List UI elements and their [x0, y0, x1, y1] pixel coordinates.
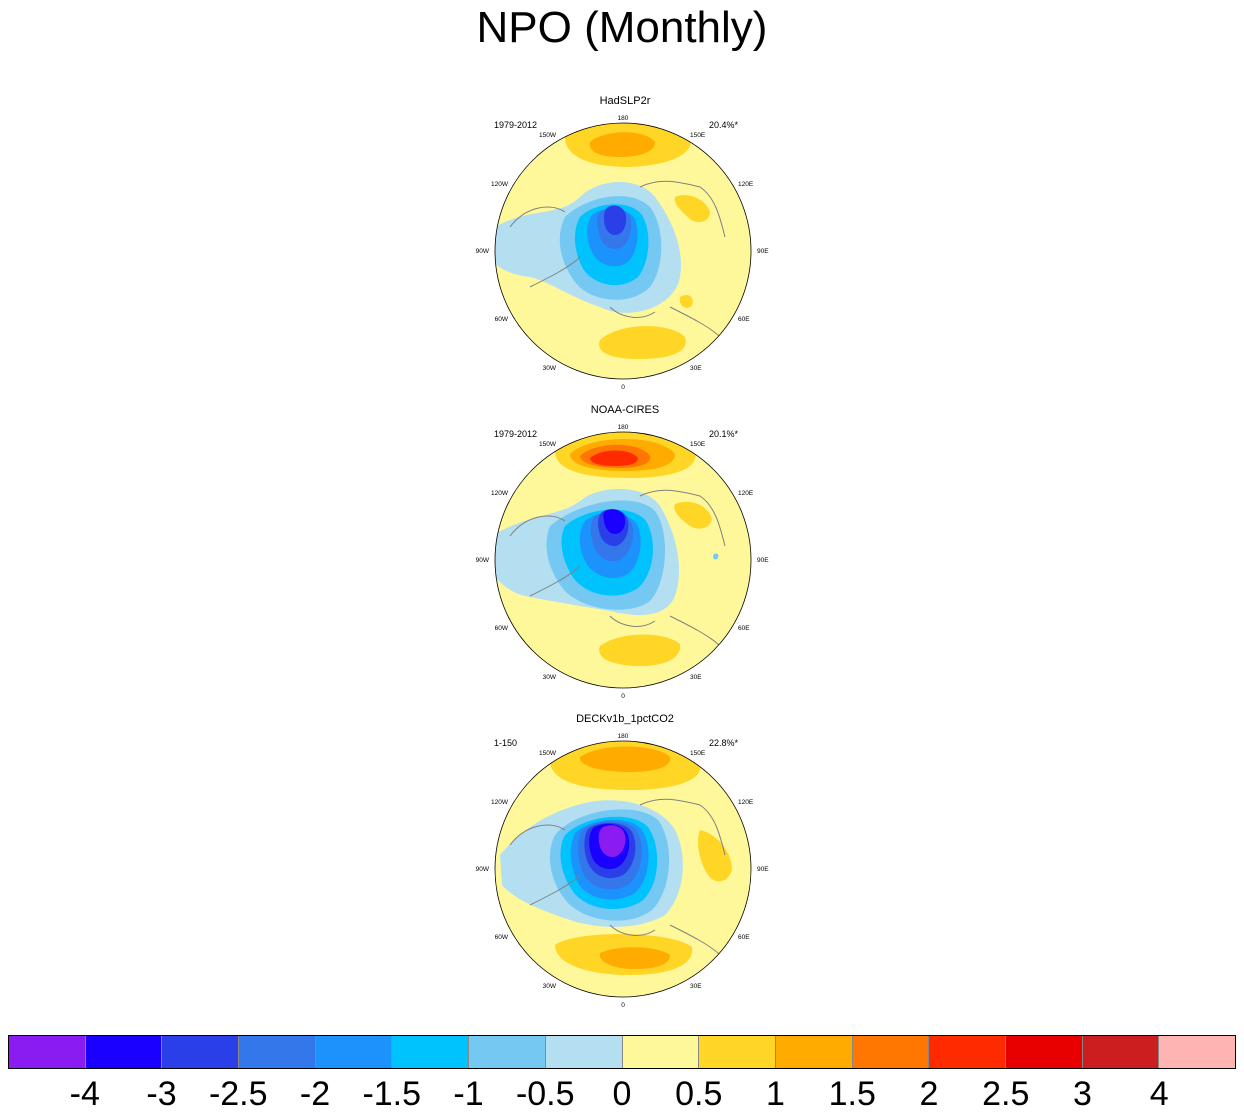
colorbar-swatch: [775, 1036, 853, 1068]
panel-years: 1979-2012: [494, 429, 538, 439]
panel-years: 1-150: [494, 738, 518, 748]
colorbar-swatch: [622, 1036, 700, 1068]
figure-title: NPO (Monthly): [476, 3, 768, 52]
colorbar-tick-label: 1.5: [828, 1075, 876, 1113]
panel-variance: 20.4%*: [709, 120, 739, 130]
colorbar-tick-label: -1.5: [362, 1075, 422, 1113]
lon-label: 120E: [738, 181, 754, 188]
lon-label: 0: [621, 1002, 625, 1009]
panel-title: DECKv1b_1pctCO2: [576, 713, 674, 725]
polar-map: 180 0 90W 90E 150W 120W 60W 30W 150E 120…: [476, 424, 770, 700]
lon-label: 150W: [539, 750, 557, 757]
map-panel-noaa-cires: NOAA-CIRES 1979-2012 20.1%* 180 0 90W 90…: [470, 404, 780, 704]
colorbar-tick-label: -1: [453, 1075, 484, 1113]
lon-label: 60E: [738, 316, 750, 323]
lon-label: 30W: [543, 365, 557, 372]
colorbar-swatch: [699, 1036, 776, 1068]
map-panel-deckv1b: DECKv1b_1pctCO2 1-150 22.8%* 180 0 90W 9…: [470, 713, 780, 1013]
colorbar-swatch: [392, 1036, 470, 1068]
colorbar-tick-label: -4: [69, 1075, 100, 1113]
polar-map: 180 0 90W 90E 150W 120W 60W 30W 150E 120…: [476, 733, 770, 1009]
lon-label: 150E: [690, 441, 706, 448]
lon-label: 180: [618, 424, 629, 431]
panel-title: NOAA-CIRES: [590, 404, 660, 416]
colorbar-swatch: [852, 1036, 930, 1068]
lon-label: 150E: [690, 750, 706, 757]
lon-label: 90W: [476, 866, 490, 873]
lon-label: 60W: [495, 934, 509, 941]
lon-label: 180: [618, 733, 629, 740]
colorbar-swatch: [315, 1036, 393, 1068]
colorbar-tick-label: 2.5: [982, 1075, 1030, 1113]
panel-variance: 22.8%*: [709, 738, 739, 748]
map-panel-hadslp2r: HadSLP2r 1979-2012 20.4%* 180 0 90W 90E …: [470, 95, 780, 395]
lon-label: 30W: [543, 983, 557, 990]
lon-label: 120W: [491, 490, 509, 497]
colorbar-tick-label: 1: [766, 1075, 785, 1113]
colorbar: [8, 1035, 1236, 1069]
colorbar-tick-label: -2: [299, 1075, 331, 1113]
lon-label: 90E: [757, 557, 769, 564]
colorbar-swatch: [545, 1036, 623, 1068]
colorbar-swatch: [9, 1036, 86, 1068]
lon-label: 30W: [543, 674, 557, 681]
lon-label: 0: [621, 384, 625, 391]
colorbar-swatch: [239, 1036, 316, 1068]
colorbar-tick-label: -0.5: [515, 1075, 575, 1113]
lon-label: 60W: [495, 316, 509, 323]
lon-label: 0: [621, 693, 625, 700]
colorbar-swatch: [1005, 1036, 1083, 1068]
lon-label: 120E: [738, 799, 754, 806]
colorbar-swatch: [469, 1036, 546, 1068]
lon-label: 150W: [539, 441, 557, 448]
lon-label: 60W: [495, 625, 509, 632]
panel-title: HadSLP2r: [599, 95, 651, 107]
colorbar-tick-label: 2: [919, 1075, 939, 1113]
colorbar-swatch: [1082, 1036, 1160, 1068]
lon-label: 180: [618, 115, 629, 122]
lon-label: 150E: [690, 132, 706, 139]
lon-label: 150W: [539, 132, 557, 139]
colorbar-tick-label: 0: [612, 1075, 632, 1113]
lon-label: 60E: [738, 934, 750, 941]
colorbar-tick-label: -3: [146, 1075, 177, 1113]
lon-label: 90W: [476, 557, 490, 564]
lon-label: 90E: [757, 866, 769, 873]
colorbar-tick-label: 0.5: [675, 1075, 723, 1113]
panel-variance: 20.1%*: [709, 429, 739, 439]
lon-label: 30E: [690, 674, 702, 681]
colorbar-swatch: [1159, 1036, 1235, 1068]
lon-label: 60E: [738, 625, 750, 632]
lon-label: 120W: [491, 181, 509, 188]
lon-label: 120W: [491, 799, 509, 806]
panel-years: 1979-2012: [494, 120, 538, 130]
colorbar-swatch: [929, 1036, 1006, 1068]
polar-map: 180 0 90W 90E 150W 120W 60W 30W 150E 120…: [476, 115, 770, 391]
colorbar-tick-label: 4: [1149, 1075, 1169, 1113]
colorbar-tick-label: -2.5: [208, 1075, 268, 1113]
lon-label: 90E: [757, 248, 769, 255]
lon-label: 30E: [690, 365, 702, 372]
lon-label: 120E: [738, 490, 754, 497]
lon-label: 30E: [690, 983, 702, 990]
colorbar-tick-label: 3: [1073, 1075, 1092, 1113]
lon-label: 90W: [476, 248, 490, 255]
colorbar-swatch: [162, 1036, 240, 1068]
colorbar-swatch: [85, 1036, 163, 1068]
